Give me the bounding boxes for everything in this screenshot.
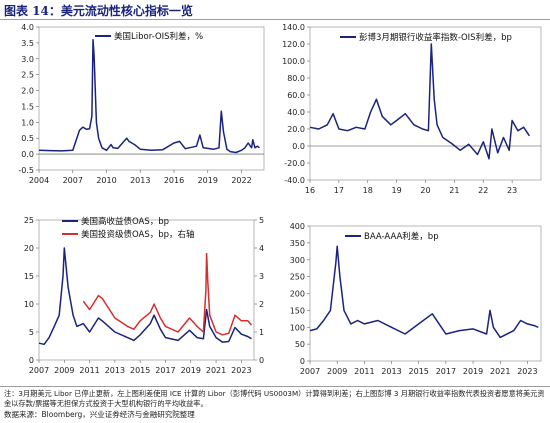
figure-title: 图表 14：美元流动性核心指标一览 [4, 4, 193, 18]
panel3-x-tick-label: 2007 [300, 367, 320, 376]
panel2-legend-label-0: 美国高收益债OAS，bp [81, 216, 169, 227]
panel1-x-tick-label: 17 [334, 186, 344, 195]
panel0-y-tick-label: 2.0 [21, 87, 34, 96]
panel3-y-tick-label: 0 [300, 357, 305, 366]
panel0-series-line-0 [38, 38, 260, 154]
panel0-legend-label-0: 美国Libor-OIS利差，% [114, 31, 203, 42]
panel0-x-tick-label: 2004 [29, 176, 49, 185]
footer-divider [0, 386, 550, 387]
panel1-x-tick-label: 19 [392, 186, 402, 195]
panel1-y-tick-label: 40.0 [287, 108, 305, 117]
panel0-y-tick-label: -0.5 [18, 166, 34, 175]
panel0-x-tick-label: 2019 [198, 176, 218, 185]
panel3-x-tick-label: 2021 [490, 367, 510, 376]
panel0-y-tick-label: 0.0 [21, 150, 34, 159]
panel2-y-tick-label: 25 [24, 216, 34, 225]
panel2-x-tick-label: 2011 [79, 366, 99, 375]
panel3-x-tick-label: 2015 [409, 367, 429, 376]
panel1-y-tick-label: 100.0 [282, 57, 305, 66]
panel1-x-tick-label: 18 [363, 186, 373, 195]
panel0-y-tick-label: 2.5 [21, 71, 34, 80]
panel2-plot-frame [38, 219, 255, 361]
panel1-y-tick-label: 80.0 [287, 74, 305, 83]
panel2-y-right-tick-label: 0 [259, 356, 264, 365]
panel1-x-tick-label: 16 [305, 186, 315, 195]
panel2-y-tick-label: 10 [24, 300, 34, 309]
panel3-x-tick-label: 2011 [354, 367, 374, 376]
panel2-y-tick-label: 20 [24, 244, 34, 253]
panel3-y-tick-label: 150 [290, 306, 305, 315]
panel1-x-tick-label: 22 [478, 186, 488, 195]
panel2-y-tick-label: 0 [29, 356, 34, 365]
panel3-x-tick-label: 2023 [517, 367, 537, 376]
panel0-x-tick-label: 2013 [130, 176, 150, 185]
panel1-y-tick-label: 60.0 [287, 91, 305, 100]
footnote: 注：3月期美元 Libor 已停止更新，左上图利差使用 ICE 计算的 Libo… [4, 389, 545, 408]
panel2-series-line-0 [38, 247, 252, 346]
panel1-x-tick-label: 20 [420, 186, 430, 195]
panel2-x-tick-label: 2017 [155, 366, 175, 375]
panel1-y-tick-label: 20.0 [287, 125, 305, 134]
panel0-x-tick-label: 2022 [231, 176, 251, 185]
panel3-y-tick-label: 350 [290, 239, 305, 248]
panel3-x-tick-label: 2017 [436, 367, 456, 376]
panel3-y-tick-label: 100 [290, 323, 305, 332]
panel2-y-tick-label: 15 [24, 272, 34, 281]
panel2-x-tick-label: 2013 [105, 366, 125, 375]
panel2-x-tick-label: 2023 [231, 366, 251, 375]
panel3-y-tick-label: 50 [295, 340, 305, 349]
panel1-x-tick-label: 23 [507, 186, 517, 195]
panel2-y-tick-label: 5 [29, 328, 34, 337]
panel1-y-tick-label: 120.0 [282, 40, 305, 49]
panel0-y-tick-label: 1.0 [21, 118, 34, 127]
panel2-x-tick-label: 2009 [54, 366, 74, 375]
panel0-x-tick-label: 2007 [63, 176, 83, 185]
panel2-x-tick-label: 2021 [206, 366, 226, 375]
panel2-x-tick-label: 2019 [181, 366, 201, 375]
panel2-y-right-tick-label: 4 [259, 244, 264, 253]
panel1-series-line-0 [309, 43, 531, 160]
panel3-series-line-0 [309, 245, 539, 339]
panel1-y-tick-label: -40.0 [284, 176, 305, 185]
panel3-x-tick-label: 2009 [327, 367, 347, 376]
panel1-y-tick-label: -20.0 [284, 159, 305, 168]
panel3-y-tick-label: 300 [290, 256, 305, 265]
panel3-legend-label-0: BAA-AAA利差，bp [364, 231, 439, 242]
panel3-y-tick-label: 400 [290, 222, 305, 231]
source-note: 数据来源：Bloomberg，兴业证券经济与金融研究院整理 [4, 410, 195, 419]
panel0-y-tick-label: 0.5 [21, 134, 34, 143]
panel2-y-right-tick-label: 5 [259, 216, 264, 225]
panel0-y-tick-label: 3.0 [21, 55, 34, 64]
panel2-x-tick-label: 2007 [29, 366, 49, 375]
panel1-y-tick-label: 140.0 [282, 23, 305, 32]
panel3-x-tick-label: 2019 [463, 367, 483, 376]
panel0-x-tick-label: 2016 [164, 176, 184, 185]
panel2-y-right-tick-label: 2 [259, 300, 264, 309]
panel3-plot-frame [309, 225, 542, 362]
panel2-y-right-tick-label: 1 [259, 328, 264, 337]
panel2-legend-label-1: 美国投资级债OAS，bp，右轴 [81, 229, 195, 240]
panel0-y-tick-label: 3.5 [21, 39, 34, 48]
panel2-x-tick-label: 2015 [130, 366, 150, 375]
panel0-x-tick-label: 2010 [96, 176, 116, 185]
panel0-y-tick-label: 1.5 [21, 102, 34, 111]
panel3-y-tick-label: 200 [290, 290, 305, 299]
panel2-y-right-tick-label: 3 [259, 272, 264, 281]
title-divider [0, 19, 550, 20]
panel1-legend-label-0: 彭博3月期银行收益率指数-OIS利差，bp [359, 32, 512, 43]
panel1-y-tick-label: 0.0 [292, 142, 305, 151]
panel0-y-tick-label: 4.0 [21, 23, 34, 32]
panel0-plot-frame [38, 26, 265, 171]
panel1-x-tick-label: 21 [449, 186, 459, 195]
panel3-x-tick-label: 2013 [381, 367, 401, 376]
panel2-series-line-1 [82, 252, 253, 336]
panel3-y-tick-label: 250 [290, 273, 305, 282]
